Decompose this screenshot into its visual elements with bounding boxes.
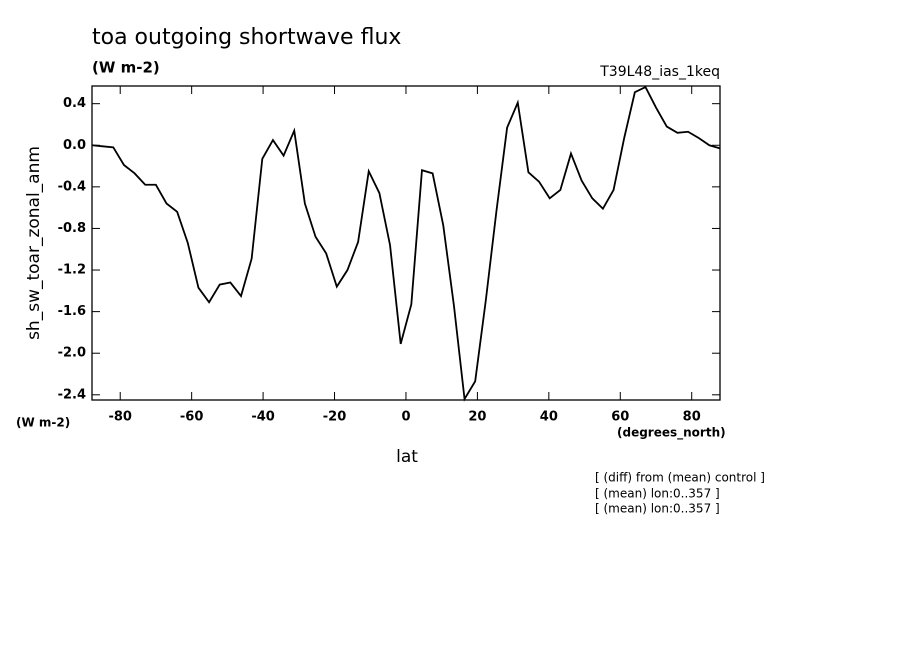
y-tick-label: 0.4	[63, 96, 86, 111]
x-tick-label: 40	[540, 410, 558, 425]
x-tick-label: -20	[323, 410, 347, 425]
x-tick-label: 60	[611, 410, 629, 425]
x-tick-label: 80	[683, 410, 701, 425]
x-tick-label: -80	[108, 410, 132, 425]
y-tick-label: -0.8	[58, 221, 86, 236]
chart-title: toa outgoing shortwave flux	[92, 25, 401, 50]
note: [ (mean) lon:0..357 ]	[595, 487, 720, 501]
x-axis-label: lat	[396, 447, 418, 467]
y-tick-label: -1.2	[58, 263, 86, 278]
y-axis-label: sh_sw_toar_zonal_anm	[24, 146, 44, 340]
x-tick-label: -40	[251, 410, 275, 425]
run-label: T39L48_ias_1keq	[599, 64, 720, 80]
y-tick-label: -0.4	[58, 179, 86, 194]
x-units: (degrees_north)	[617, 426, 726, 441]
x-tick-label: 20	[468, 410, 486, 425]
y-units: (W m-2)	[16, 416, 70, 430]
y-tick-label: -1.6	[58, 304, 86, 319]
y-tick-label: -2.4	[58, 387, 86, 402]
subtitle: (W m-2)	[92, 59, 160, 77]
y-tick-label: 0.0	[63, 138, 86, 153]
x-tick-label: -60	[180, 410, 204, 425]
note: [ (mean) lon:0..357 ]	[595, 502, 720, 516]
y-tick-label: -2.0	[58, 346, 86, 361]
note: [ (diff) from (mean) control ]	[595, 471, 765, 485]
x-tick-label: 0	[401, 410, 410, 425]
data-line	[91, 85, 721, 402]
